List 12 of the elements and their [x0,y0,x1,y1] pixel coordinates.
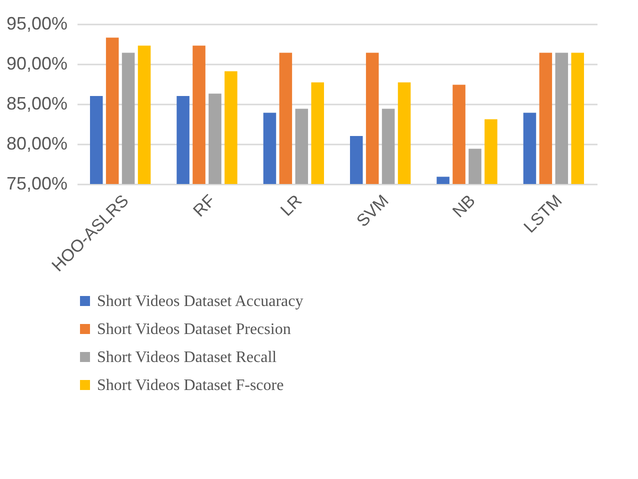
legend-label: Short Videos Dataset F-score [97,377,284,394]
legend-label: Short Videos Dataset Recall [97,349,278,366]
y-tick-label: 90,00% [6,54,68,74]
legend-label: Short Videos Dataset Accuaracy [97,293,304,310]
legend-label: Short Videos Dataset Precsion [97,321,291,338]
y-tick-label: 80,00% [6,134,68,154]
y-tick-label: 85,00% [6,94,68,114]
x-tick-label: LR [276,191,306,220]
y-tick-label: 75,00% [6,174,68,194]
y-tick-label: 95,00% [6,14,68,34]
x-tick-label: NB [448,191,480,222]
x-tick-label: RF [190,191,220,221]
